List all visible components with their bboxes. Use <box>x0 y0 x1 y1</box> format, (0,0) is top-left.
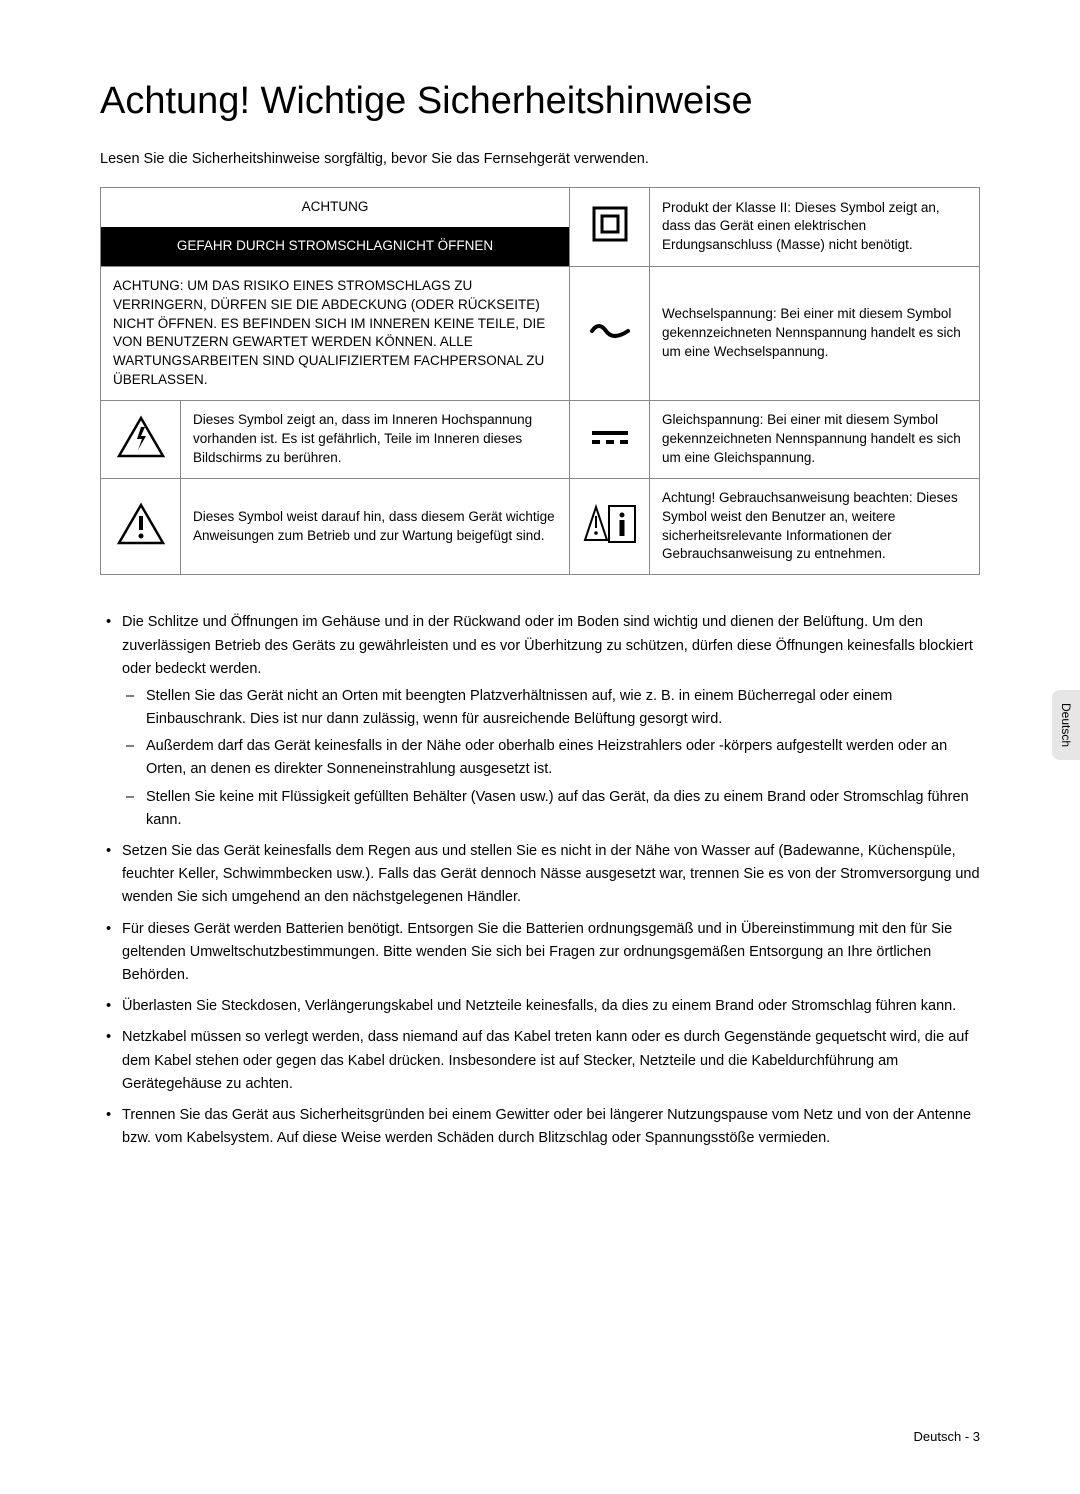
dc-icon <box>570 401 650 479</box>
list-item: Für dieses Gerät werden Batterien benöti… <box>100 918 980 988</box>
manual-icon <box>570 478 650 575</box>
table-header-top: ACHTUNG <box>101 188 570 227</box>
bullets-list: Die Schlitze und Öffnungen im Gehäuse un… <box>100 611 980 1150</box>
voltage-desc: Dieses Symbol zeigt an, dass im Inneren … <box>181 401 570 479</box>
page-title: Achtung! Wichtige Sicherheitshinweise <box>100 80 980 123</box>
exclaim-desc: Dieses Symbol weist darauf hin, dass die… <box>181 478 570 575</box>
caution-text: ACHTUNG: UM DAS RISIKO EINES STROMSCHLAG… <box>101 266 570 400</box>
sub-list-item: Stellen Sie das Gerät nicht an Orten mit… <box>122 685 980 731</box>
exclaim-triangle-icon <box>101 478 181 575</box>
class2-desc: Produkt der Klasse II: Dieses Symbol zei… <box>650 188 980 267</box>
list-item: Die Schlitze und Öffnungen im Gehäuse un… <box>100 611 980 832</box>
list-item: Netzkabel müssen so verlegt werden, dass… <box>100 1026 980 1096</box>
list-item: Trennen Sie das Gerät aus Sicherheitsgrü… <box>100 1104 980 1150</box>
table-header-black: GEFAHR DURCH STROMSCHLAGNICHT ÖFFNEN <box>101 227 570 266</box>
ac-icon <box>570 266 650 400</box>
voltage-triangle-icon <box>101 401 181 479</box>
sub-list-item: Außerdem darf das Gerät keinesfalls in d… <box>122 735 980 781</box>
manual-desc: Achtung! Gebrauchsanweisung beachten: Di… <box>650 478 980 575</box>
language-tab: Deutsch <box>1052 690 1080 760</box>
sub-list-item: Stellen Sie keine mit Flüssigkeit gefüll… <box>122 786 980 832</box>
language-tab-label: Deutsch <box>1059 703 1073 747</box>
intro-text: Lesen Sie die Sicherheitshinweise sorgfä… <box>100 151 980 167</box>
list-item: Setzen Sie das Gerät keinesfalls dem Reg… <box>100 840 980 910</box>
safety-table: ACHTUNG Produkt der Klasse II: Dieses Sy… <box>100 187 980 575</box>
list-item: Überlasten Sie Steckdosen, Verlängerungs… <box>100 995 980 1018</box>
page-footer: Deutsch - 3 <box>914 1429 980 1444</box>
ac-desc: Wechselspannung: Bei einer mit diesem Sy… <box>650 266 980 400</box>
dc-desc: Gleichspannung: Bei einer mit diesem Sym… <box>650 401 980 479</box>
class2-icon <box>570 188 650 267</box>
